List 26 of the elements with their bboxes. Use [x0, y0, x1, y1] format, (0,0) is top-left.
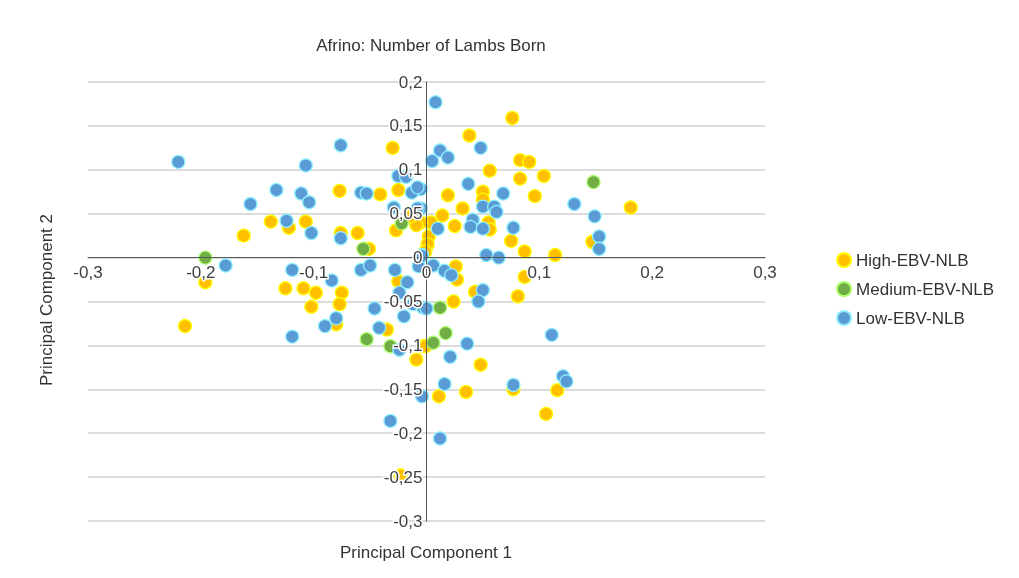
- y-tick-label: -0,15: [383, 379, 423, 399]
- point: [432, 300, 448, 315]
- x-tick-label: -0,2: [186, 262, 216, 282]
- x-tick-label: -0,3: [73, 262, 103, 282]
- x-tick-label: 0,1: [527, 262, 552, 282]
- y-tick-label: 0,2: [398, 72, 423, 92]
- legend-label: Medium-EBV-NLB: [856, 279, 994, 299]
- point: [586, 174, 601, 190]
- point: [426, 335, 441, 350]
- y-axis-title: Principal Component 2: [36, 214, 56, 386]
- legend-label: Low-EBV-NLB: [856, 308, 965, 328]
- chart-title: Afrino: Number of Lambs Born: [316, 36, 546, 55]
- x-axis-title: Principal Component 1: [340, 542, 512, 562]
- y-tick-label: -0,3: [393, 511, 423, 531]
- point: [198, 250, 213, 265]
- legend-label: High-EBV-NLB: [856, 250, 969, 270]
- y-tick-label: 0,15: [389, 116, 423, 136]
- point: [438, 325, 453, 341]
- y-tick-label: 0,05: [389, 204, 423, 224]
- x-tick-label: -0,1: [299, 262, 329, 282]
- y-tick-label: -0,2: [393, 423, 423, 443]
- point: [356, 241, 371, 256]
- x-tick-label: 0,2: [640, 262, 664, 282]
- y-tick-label: -0,1: [393, 335, 423, 355]
- x-tick-label: 0,3: [753, 262, 777, 282]
- point: [359, 332, 374, 347]
